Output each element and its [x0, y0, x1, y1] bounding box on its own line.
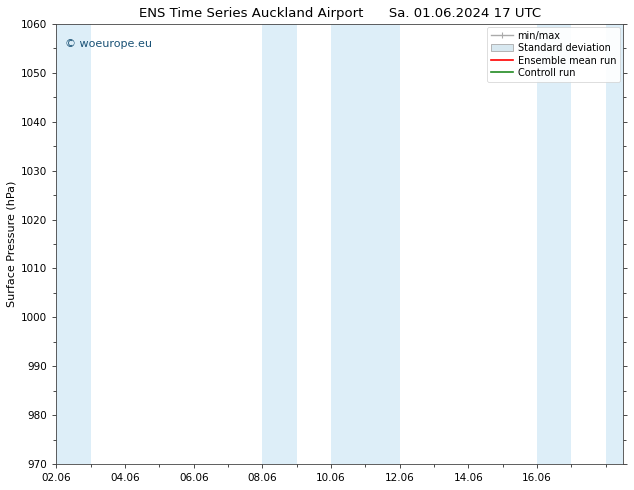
Bar	[331, 24, 399, 464]
Bar	[605, 24, 634, 464]
Text: © woeurope.eu: © woeurope.eu	[65, 39, 152, 49]
Bar	[537, 24, 571, 464]
Y-axis label: Surface Pressure (hPa): Surface Pressure (hPa)	[7, 181, 17, 307]
Bar	[53, 24, 91, 464]
Bar	[262, 24, 297, 464]
Title: ENS Time Series Auckland Airport      Sa. 01.06.2024 17 UTC: ENS Time Series Auckland Airport Sa. 01.…	[139, 7, 541, 20]
Legend: min/max, Standard deviation, Ensemble mean run, Controll run: min/max, Standard deviation, Ensemble me…	[488, 27, 620, 82]
